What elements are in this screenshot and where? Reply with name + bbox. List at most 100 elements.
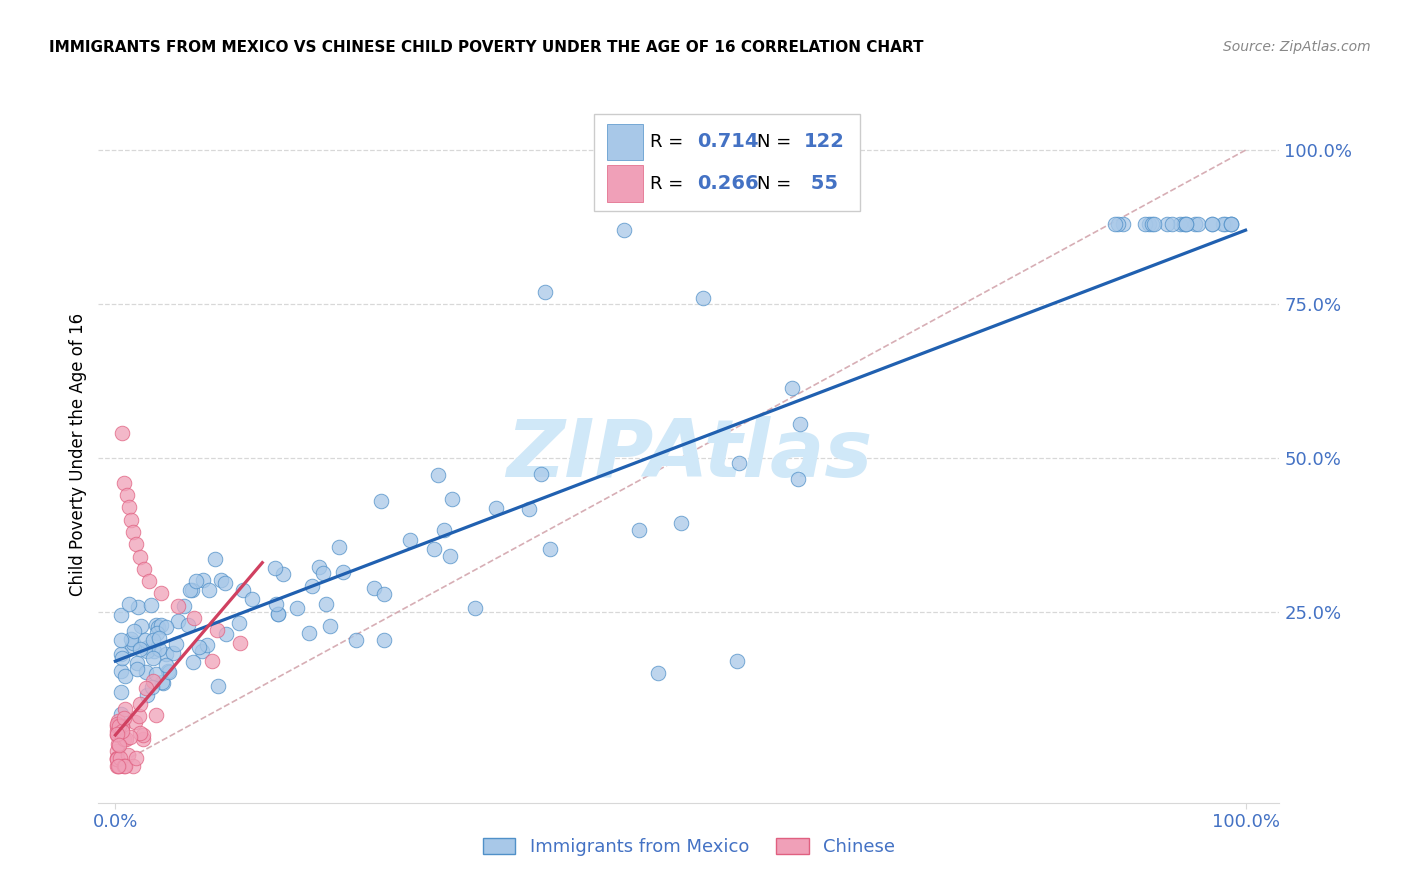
Point [1220, 217, 1243, 231]
Point [142, 673, 165, 688]
Point [111, 720, 134, 734]
Point [1140, 217, 1163, 231]
Text: ZIPAtlas: ZIPAtlas [506, 416, 872, 494]
Point [517, 502, 540, 516]
Point [534, 285, 557, 299]
Point [1184, 217, 1206, 231]
Point [195, 638, 218, 652]
Point [114, 669, 136, 683]
Point [267, 607, 290, 622]
Point [1161, 217, 1184, 231]
Point [1201, 217, 1223, 231]
Point [315, 597, 337, 611]
Point [1137, 217, 1160, 231]
Point [150, 675, 173, 690]
Point [165, 637, 187, 651]
Point [319, 619, 342, 633]
Point [120, 512, 142, 526]
Point [1174, 217, 1197, 231]
Point [110, 684, 132, 698]
Point [647, 666, 669, 681]
Point [148, 632, 170, 646]
Point [128, 709, 150, 723]
Text: IMMIGRANTS FROM MEXICO VS CHINESE CHILD POVERTY UNDER THE AGE OF 16 CORRELATION : IMMIGRANTS FROM MEXICO VS CHINESE CHILD … [49, 40, 924, 55]
Point [135, 681, 157, 696]
Point [186, 574, 208, 588]
Point [148, 642, 170, 657]
Point [190, 643, 212, 657]
Point [298, 626, 321, 640]
Point [122, 635, 145, 649]
Point [121, 759, 143, 773]
Text: 122: 122 [803, 132, 845, 152]
Point [122, 624, 145, 639]
Point [1133, 217, 1156, 231]
Point [157, 665, 180, 679]
Point [628, 523, 651, 537]
Text: R =: R = [650, 133, 689, 151]
Point [107, 739, 129, 753]
Point [728, 456, 751, 470]
Point [150, 618, 173, 632]
Point [118, 500, 141, 515]
Point [441, 491, 464, 506]
Point [120, 731, 142, 745]
Text: R =: R = [650, 175, 689, 193]
Point [156, 665, 179, 679]
Point [363, 582, 385, 596]
Point [328, 540, 350, 554]
Point [162, 646, 184, 660]
Point [433, 523, 456, 537]
Point [112, 711, 135, 725]
Point [155, 647, 177, 661]
Point [308, 560, 330, 574]
Point [120, 632, 142, 647]
Point [105, 723, 128, 738]
Point [188, 640, 211, 654]
Point [114, 759, 136, 773]
Point [107, 737, 129, 751]
Point [145, 618, 167, 632]
Point [439, 549, 461, 563]
Point [201, 654, 224, 668]
Point [110, 707, 132, 722]
Point [285, 600, 308, 615]
Point [121, 639, 143, 653]
Point [485, 500, 508, 515]
Point [263, 560, 285, 574]
Point [146, 625, 169, 640]
Point [145, 667, 167, 681]
Point [301, 579, 323, 593]
Point [1201, 217, 1223, 231]
Point [725, 654, 748, 668]
Point [373, 587, 395, 601]
Point [240, 591, 263, 606]
Point [112, 731, 135, 746]
Point [135, 689, 157, 703]
Text: 55: 55 [803, 174, 838, 193]
FancyBboxPatch shape [607, 165, 643, 202]
Point [105, 759, 128, 773]
Point [111, 723, 134, 738]
Point [181, 655, 204, 669]
Point [1107, 217, 1129, 231]
Point [145, 708, 167, 723]
Point [142, 651, 165, 665]
Point [789, 417, 811, 432]
Point [122, 524, 145, 539]
Point [1104, 217, 1126, 231]
Point [786, 472, 808, 486]
Point [538, 541, 561, 556]
Point [191, 574, 214, 588]
Point [399, 533, 422, 547]
Point [181, 582, 204, 597]
Point [143, 644, 166, 658]
Point [344, 632, 367, 647]
Point [112, 759, 135, 773]
Point [267, 607, 290, 621]
Point [108, 718, 131, 732]
Point [198, 583, 221, 598]
Point [423, 541, 446, 556]
Point [141, 680, 163, 694]
Point [111, 651, 134, 665]
